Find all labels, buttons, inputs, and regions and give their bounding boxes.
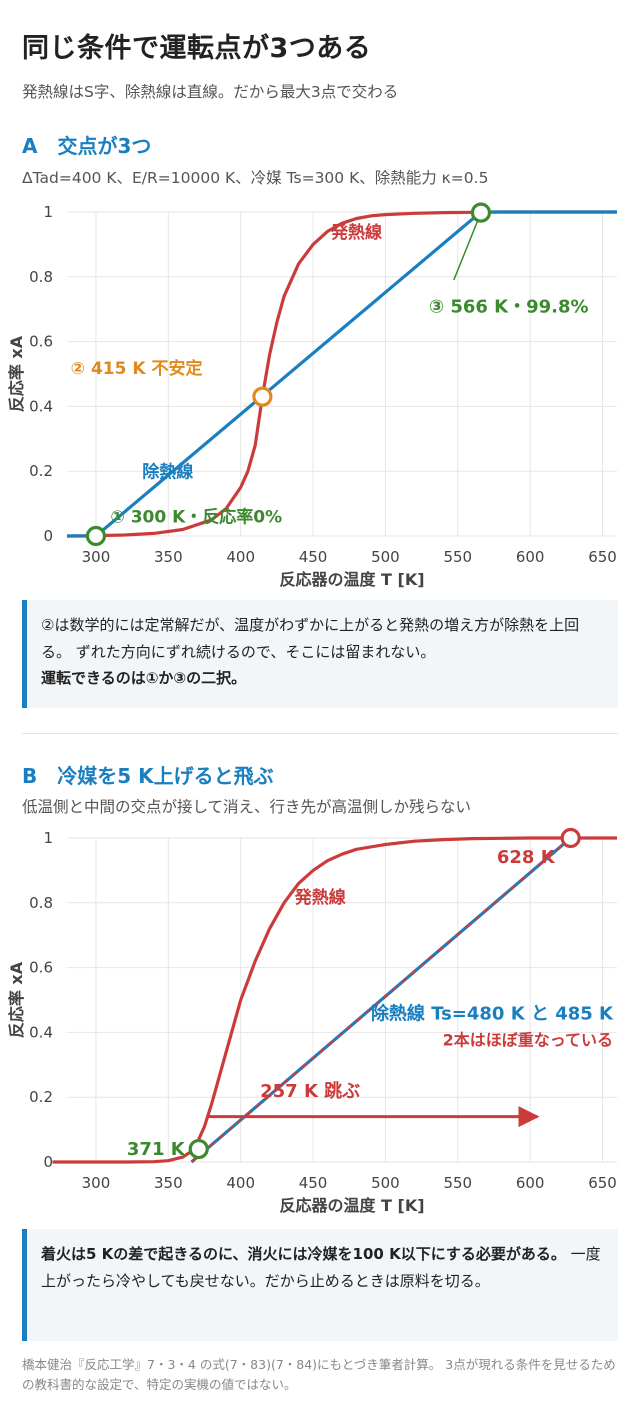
x-axis-title: 反応器の温度 T [K] xyxy=(279,570,424,589)
x-tick-label: 300 xyxy=(82,1174,111,1192)
overlap-note: 2本はほぼ重なっている xyxy=(443,1030,613,1049)
stable-point-marker xyxy=(470,202,492,223)
x-tick-label: 400 xyxy=(226,548,255,566)
footnote: 橋本健治『反応工学』7・3・4 の式(7・83)(7・84)にもとづき筆者計算。… xyxy=(22,1357,616,1392)
y-tick-label: 0.8 xyxy=(29,268,53,286)
heat-removal-label: 除熱線 xyxy=(142,462,193,483)
section-b-note: 着火は5 Kの差で起きるのに、消火には冷媒を100 K以下にする必要がある。 一… xyxy=(22,1229,618,1341)
page-subtitle: 発熱線はS字、除熱線は直線。だから最大3点で交わる xyxy=(22,83,399,101)
point-label: ③ 566 K・99.8% xyxy=(429,296,589,317)
stable-point-marker xyxy=(85,525,107,547)
y-axis-title: 反応率 xA xyxy=(7,961,26,1038)
x-tick-label: 500 xyxy=(371,548,400,566)
section-b-sub: 低温側と中間の交点が接して消え、行き先が高温側しか残らない xyxy=(22,798,472,816)
heat-generation-label: 発熱線 xyxy=(330,222,382,243)
y-tick-label: 0.2 xyxy=(29,462,53,480)
section-b-note-bold: 着火は5 Kの差で起きるのに、消火には冷媒を100 K以下にする必要がある。 xyxy=(41,1245,566,1263)
x-tick-label: 450 xyxy=(299,1174,328,1192)
jump-label: 257 K 跳ぶ xyxy=(260,1080,360,1102)
x-tick-label: 350 xyxy=(154,1174,183,1192)
section-a-params: ΔTad=400 K、E/R=10000 K、冷媒 Ts=300 K、除熱能力 … xyxy=(22,169,489,187)
unstable-point-marker xyxy=(252,386,273,407)
heat-removal-label: 除熱線 Ts=480 K と 485 K xyxy=(371,1002,614,1024)
x-tick-label: 650 xyxy=(588,1174,617,1192)
x-axis-title: 反応器の温度 T [K] xyxy=(279,1196,424,1215)
section-a-note-text: ②は数学的には定常解だが、温度がわずかに上がると発熱の増え方が除熱を上回る。 ず… xyxy=(41,616,580,661)
chart-a: 300 350 400 450 500 550 600 650 0 0.2 0.4 0.6 0.8 1 反応… xyxy=(7,202,617,589)
x-tick-label: 400 xyxy=(226,1174,255,1192)
section-a-heading: A 交点が3つ xyxy=(22,134,152,158)
point-label: ② 415 K 不安定 xyxy=(71,358,203,379)
point-label: 371 K xyxy=(127,1139,186,1160)
leader-line xyxy=(453,212,482,281)
high-point-marker xyxy=(560,827,581,849)
x-tick-label: 650 xyxy=(588,548,617,566)
series-line-heat_removal xyxy=(190,836,572,1164)
y-tick-label: 0.2 xyxy=(29,1088,53,1106)
y-tick-label: 0.4 xyxy=(29,397,53,415)
section-b-note-text: 一度上がったら冷やしても戻せない。だから止めるときは原料を切る。 xyxy=(41,1245,601,1290)
y-axis-title: 反応率 xA xyxy=(7,335,26,412)
chart-b: 300 350 400 450 500 550 600 650 0 0.2 0.4 0.6 0.8 1 反応… xyxy=(7,827,617,1215)
section-b-heading: B 冷媒を5 K上げると飛ぶ xyxy=(22,764,274,788)
y-tick-label: 0 xyxy=(43,527,53,545)
stable-point-marker xyxy=(188,1138,209,1160)
x-tick-label: 550 xyxy=(443,1174,472,1192)
y-tick-label: 0.6 xyxy=(29,333,53,351)
heat-generation-label: 発熱線 xyxy=(294,887,346,908)
x-tick-label: 600 xyxy=(516,548,545,566)
x-tick-label: 600 xyxy=(516,1174,545,1192)
x-tick-label: 350 xyxy=(154,548,183,566)
point-label: ① 300 K・反応率0% xyxy=(110,507,282,528)
y-tick-label: 1 xyxy=(43,203,53,221)
y-tick-label: 0.6 xyxy=(29,959,53,977)
x-tick-label: 550 xyxy=(443,548,472,566)
point-label: 628 K xyxy=(497,847,556,868)
section-a-note-conclusion: 運転できるのは①か③の二択。 xyxy=(41,669,247,688)
x-tick-label: 450 xyxy=(299,548,328,566)
series-line-heat_removal xyxy=(67,210,617,538)
x-tick-label: 300 xyxy=(82,548,111,566)
y-tick-label: 0.8 xyxy=(29,894,53,912)
page-title: 同じ条件で運転点が3つある xyxy=(22,33,372,64)
y-tick-label: 0.4 xyxy=(29,1023,53,1041)
section-a-note: ②は数学的には定常解だが、温度がわずかに上がると発熱の増え方が除熱を上回る。 ず… xyxy=(22,600,618,708)
series-line-heat_generation xyxy=(52,836,617,1164)
y-tick-label: 0 xyxy=(43,1153,53,1171)
x-tick-label: 500 xyxy=(371,1174,400,1192)
y-tick-label: 1 xyxy=(43,829,53,847)
section-divider xyxy=(22,733,618,734)
